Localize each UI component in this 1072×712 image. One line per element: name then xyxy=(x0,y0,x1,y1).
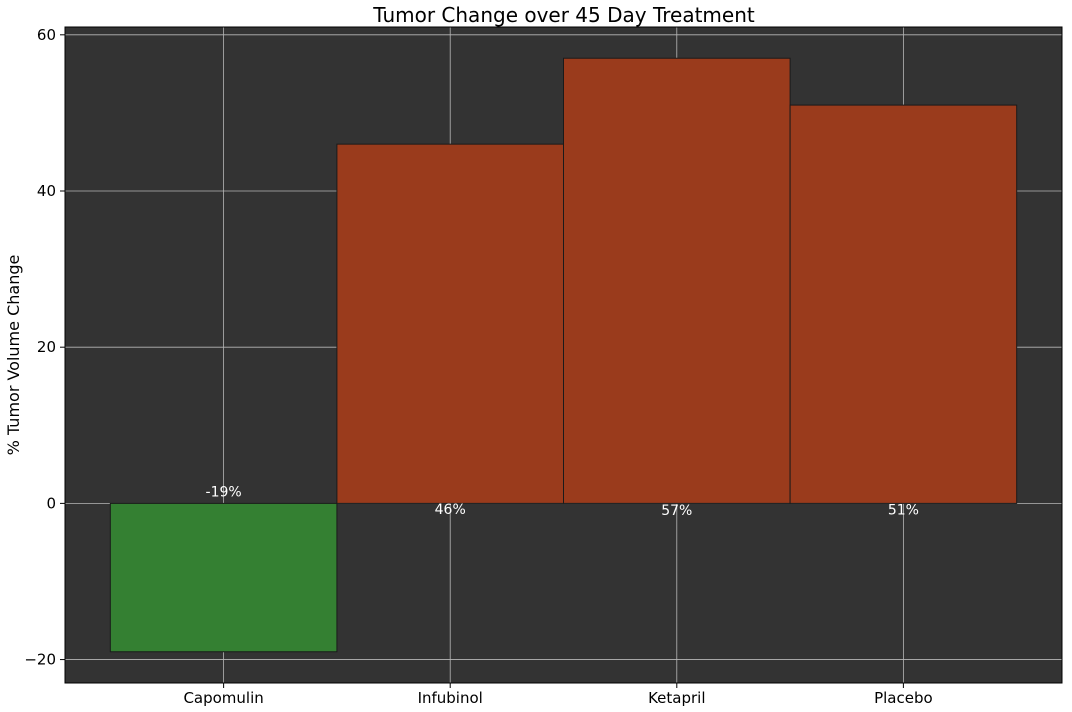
plot-frame xyxy=(64,26,1063,684)
data-label: -19% xyxy=(206,484,242,500)
axes: −20 0 20 40 60 Capomulin Infubinol Ketapril Plac… xyxy=(24,26,1063,707)
data-label: 57% xyxy=(661,503,692,519)
bar-capomulin xyxy=(109,502,338,653)
x-tick-label: Infubinol xyxy=(418,689,483,707)
x-tick-label: Capomulin xyxy=(183,689,263,707)
bar-infubinol xyxy=(336,143,564,504)
y-tick-label: −20 xyxy=(24,651,56,669)
x-tick-label: Placebo xyxy=(874,689,933,707)
y-tick-label: 0 xyxy=(46,494,56,512)
y-tick-label: 40 xyxy=(37,182,56,200)
data-label: 46% xyxy=(435,502,466,518)
y-axis-label: % Tumor Volume Change xyxy=(4,255,23,456)
chart-title: Tumor Change over 45 Day Treatment xyxy=(372,3,755,27)
data-labels: -19% 46% 57% 51% xyxy=(206,484,919,519)
data-label: 51% xyxy=(888,502,919,518)
bar-placebo xyxy=(789,104,1018,504)
bar-ketapril xyxy=(563,57,791,504)
y-tick-label: 60 xyxy=(37,26,56,44)
bars xyxy=(109,57,1018,653)
y-tick-label: 20 xyxy=(37,338,56,356)
x-tick-label: Ketapril xyxy=(648,689,705,707)
